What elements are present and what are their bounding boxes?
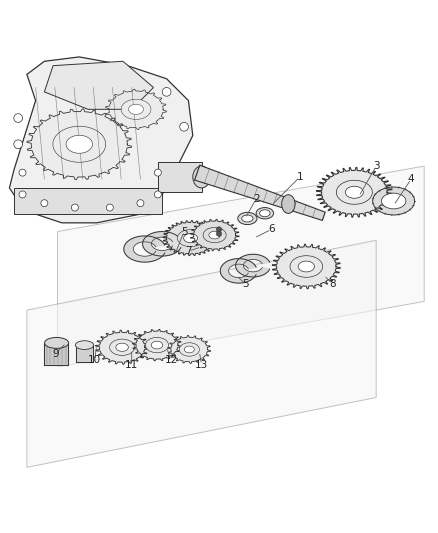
Polygon shape [106, 89, 166, 130]
Ellipse shape [238, 212, 257, 224]
Circle shape [14, 140, 22, 149]
Ellipse shape [256, 207, 274, 219]
Text: 4: 4 [408, 174, 414, 184]
Circle shape [106, 204, 113, 211]
Text: 5: 5 [242, 279, 248, 289]
Ellipse shape [209, 231, 220, 239]
Text: 1: 1 [297, 172, 303, 182]
Polygon shape [14, 188, 162, 214]
Polygon shape [44, 343, 68, 365]
Text: 12: 12 [164, 356, 177, 365]
Text: 5: 5 [181, 227, 187, 237]
Ellipse shape [177, 230, 204, 247]
Circle shape [14, 114, 22, 123]
Text: 11: 11 [125, 360, 138, 370]
Polygon shape [95, 330, 148, 364]
Polygon shape [143, 231, 181, 256]
Polygon shape [316, 167, 392, 217]
Ellipse shape [345, 186, 364, 198]
Polygon shape [27, 109, 131, 180]
Ellipse shape [45, 337, 69, 349]
Polygon shape [57, 166, 424, 367]
Ellipse shape [336, 180, 372, 204]
Ellipse shape [260, 210, 270, 217]
Circle shape [216, 227, 222, 232]
Text: 2: 2 [253, 194, 259, 204]
Circle shape [216, 231, 222, 236]
Ellipse shape [184, 233, 198, 243]
Ellipse shape [184, 346, 194, 353]
Text: 6: 6 [268, 224, 275, 235]
Ellipse shape [53, 126, 106, 162]
Ellipse shape [66, 135, 92, 154]
Circle shape [154, 191, 161, 198]
Polygon shape [133, 329, 181, 361]
Polygon shape [236, 254, 270, 277]
Polygon shape [163, 221, 218, 256]
Polygon shape [76, 345, 93, 362]
Ellipse shape [282, 195, 295, 213]
Circle shape [137, 200, 144, 207]
Text: 8: 8 [329, 279, 336, 289]
Circle shape [71, 204, 78, 211]
Ellipse shape [381, 193, 406, 209]
Ellipse shape [121, 99, 151, 119]
Ellipse shape [242, 215, 253, 222]
Text: 13: 13 [195, 360, 208, 370]
Polygon shape [190, 220, 239, 251]
Polygon shape [124, 236, 165, 262]
Text: 7: 7 [185, 246, 192, 256]
Polygon shape [194, 165, 325, 221]
Ellipse shape [129, 104, 144, 115]
Text: 9: 9 [52, 349, 59, 359]
Ellipse shape [373, 187, 415, 215]
Polygon shape [220, 259, 256, 283]
Circle shape [154, 169, 161, 176]
Polygon shape [158, 161, 201, 192]
Text: 3: 3 [373, 161, 379, 171]
Polygon shape [272, 244, 340, 289]
Polygon shape [27, 240, 376, 467]
Ellipse shape [298, 261, 314, 272]
Polygon shape [44, 61, 153, 109]
Ellipse shape [145, 337, 169, 353]
Ellipse shape [290, 256, 323, 277]
Ellipse shape [151, 341, 163, 349]
Ellipse shape [203, 228, 226, 243]
Circle shape [19, 169, 26, 176]
Circle shape [19, 191, 26, 198]
Circle shape [41, 200, 48, 207]
Ellipse shape [179, 343, 199, 356]
Polygon shape [10, 57, 193, 223]
Circle shape [162, 87, 171, 96]
Ellipse shape [75, 341, 94, 350]
Ellipse shape [193, 166, 210, 188]
Ellipse shape [110, 339, 134, 356]
Ellipse shape [116, 343, 128, 351]
Polygon shape [168, 335, 211, 364]
Circle shape [180, 123, 188, 131]
Text: 10: 10 [88, 356, 101, 365]
